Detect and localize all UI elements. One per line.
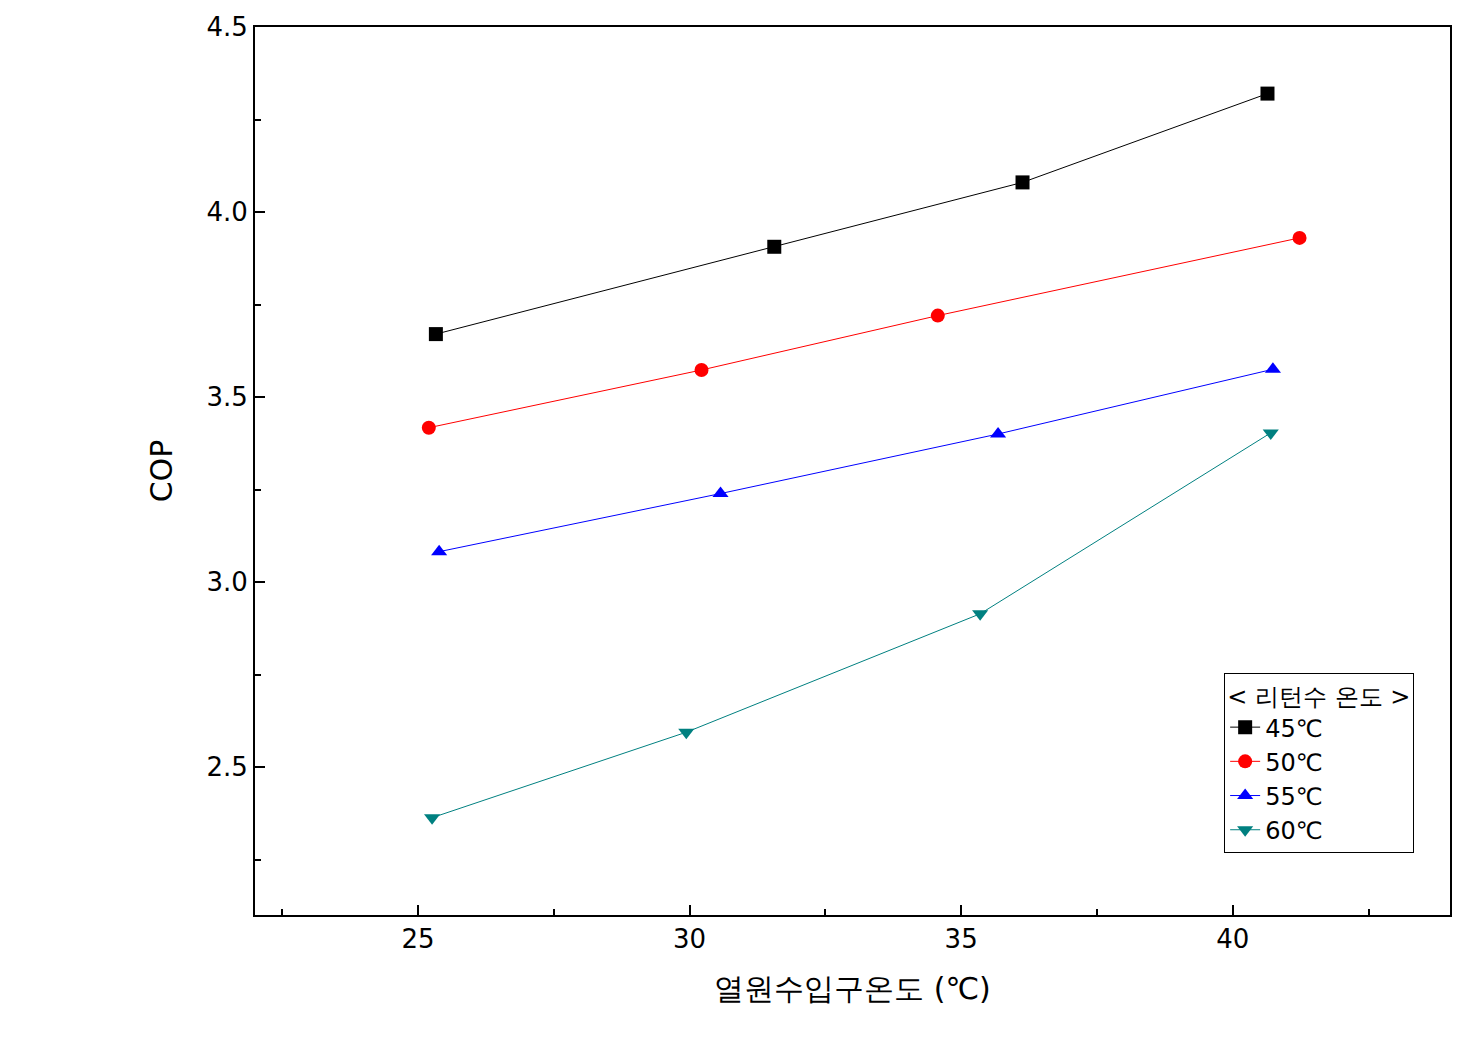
svg-text:25: 25 xyxy=(401,924,434,954)
svg-text:4.0: 4.0 xyxy=(206,197,247,227)
svg-text:45℃: 45℃ xyxy=(1265,715,1323,743)
svg-text:COP: COP xyxy=(144,440,179,503)
svg-text:4.5: 4.5 xyxy=(206,12,247,42)
svg-text:3.0: 3.0 xyxy=(206,567,247,597)
svg-text:열원수입구온도 (℃): 열원수입구온도 (℃) xyxy=(714,971,991,1006)
svg-text:< 리턴수 온도 >: < 리턴수 온도 > xyxy=(1227,683,1410,711)
svg-text:30: 30 xyxy=(673,924,706,954)
svg-text:40: 40 xyxy=(1216,924,1249,954)
svg-text:50℃: 50℃ xyxy=(1265,749,1323,777)
svg-text:55℃: 55℃ xyxy=(1265,783,1323,811)
svg-text:3.5: 3.5 xyxy=(206,382,247,412)
svg-text:35: 35 xyxy=(945,924,978,954)
svg-text:60℃: 60℃ xyxy=(1265,817,1323,845)
svg-text:2.5: 2.5 xyxy=(206,752,247,782)
